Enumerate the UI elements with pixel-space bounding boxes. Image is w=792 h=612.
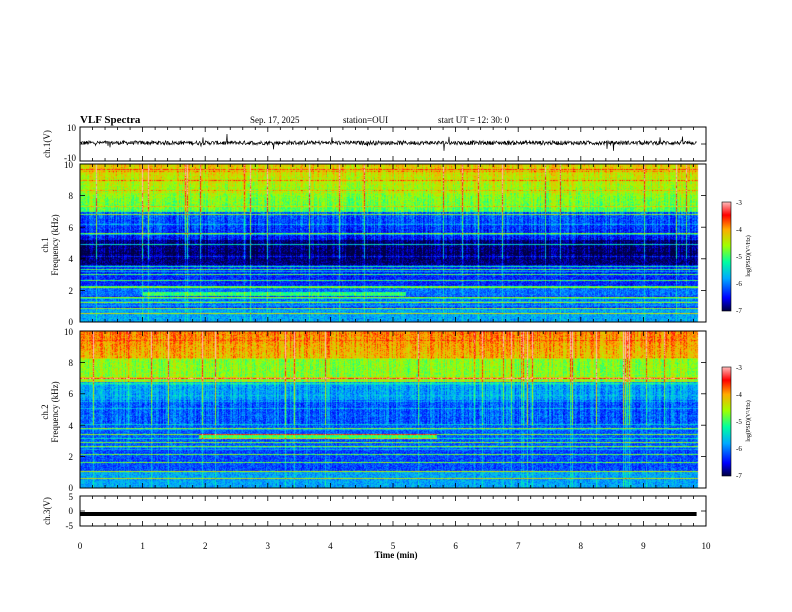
ch1-colorbar-label: log(PSD)(V²/Hz) <box>745 235 752 276</box>
ch2-cb-tick-m5: -5 <box>736 418 742 426</box>
ch1-cb-tick-m4: -4 <box>736 226 742 234</box>
ch1-ylabel-frequency: Frequency (kHz) <box>50 214 60 275</box>
x-tick-9: 9 <box>641 541 646 551</box>
ch1-ytick-0: 0 <box>69 317 74 327</box>
ch2-ytick-8: 8 <box>69 358 74 368</box>
ch2-ylabel-channel: ch.2 <box>40 404 50 419</box>
ch1-waveform-panel: 10 -10 ch.1(V) <box>42 123 707 163</box>
x-tick-4: 4 <box>328 541 333 551</box>
ch2-ylabel-frequency: Frequency (kHz) <box>50 381 60 442</box>
ch2-cb-tick-m4: -4 <box>736 391 742 399</box>
ch1-ytick-10: 10 <box>64 160 74 170</box>
ch2-ytick-2: 2 <box>69 452 74 462</box>
ch2-ytick-0: 0 <box>69 483 74 493</box>
ch1-ytick-top: 10 <box>67 123 77 133</box>
ch3-waveform-panel: 5 0 -5 ch.3(V) <box>42 492 707 531</box>
ch3-ytick-top: 5 <box>69 492 74 502</box>
ch2-cb-tick-m3: -3 <box>736 364 742 372</box>
x-tick-7: 7 <box>516 541 521 551</box>
ch2-cb-tick-m6: -6 <box>736 445 742 453</box>
ch3-waveform-ylabel: ch.3(V) <box>42 497 52 525</box>
ch2-ytick-6: 6 <box>69 389 74 399</box>
x-tick-8: 8 <box>579 541 584 551</box>
figure-title: VLF Spectra <box>80 114 141 126</box>
ch1-spectrogram-image <box>80 164 706 322</box>
ch1-spectrogram-ticks <box>79 163 707 323</box>
x-tick-6: 6 <box>453 541 458 551</box>
x-axis: 0 1 2 3 4 5 6 7 8 9 10 Time (min) <box>78 541 711 560</box>
ch2-spectrogram-panel: 0 2 4 6 8 10 ch.2 Frequency (kHz) <box>40 327 707 493</box>
ch1-cb-tick-m3: -3 <box>736 199 742 207</box>
ch2-colorbar-label: log(PSD)(V²/Hz) <box>745 400 752 441</box>
ch1-ytick-6: 6 <box>69 223 74 233</box>
ch1-ytick-2: 2 <box>69 286 74 296</box>
x-tick-0: 0 <box>78 541 83 551</box>
x-tick-3: 3 <box>266 541 271 551</box>
ch1-colorbar: -3 -4 -5 -6 -7 log(PSD)(V²/Hz) <box>721 199 752 315</box>
x-axis-label: Time (min) <box>374 550 417 560</box>
ch1-waveform-ylabel: ch.1(V) <box>42 130 52 158</box>
x-tick-1: 1 <box>140 541 145 551</box>
ch1-colorbar-strip <box>721 201 732 312</box>
ch1-ytick-8: 8 <box>69 191 74 201</box>
ch1-spectrogram-panel: 0 2 4 6 8 10 ch.1 Frequency (kHz) <box>40 160 707 327</box>
ch2-ytick-10: 10 <box>64 327 74 337</box>
date-label: Sep. 17, 2025 <box>250 115 300 125</box>
ch2-colorbar-strip <box>721 366 732 477</box>
station-label: station=OUI <box>343 115 388 125</box>
ch1-ytick-bottom: -10 <box>64 153 76 163</box>
ch3-waveform-trace <box>80 512 697 516</box>
ch2-ytick-4: 4 <box>69 421 74 431</box>
x-tick-2: 2 <box>203 541 208 551</box>
ch2-spectrogram-image <box>80 331 706 488</box>
ch1-waveform-trace <box>79 134 697 151</box>
ch2-spectrogram-ticks <box>79 330 707 489</box>
ch1-waveform-ticks <box>79 126 707 162</box>
ch1-cb-tick-m5: -5 <box>736 253 742 261</box>
ch3-waveform-ticks <box>79 495 707 527</box>
ch1-ylabel-channel: ch.1 <box>40 237 50 252</box>
ch1-cb-tick-m6: -6 <box>736 280 742 288</box>
ch1-ytick-4: 4 <box>69 254 74 264</box>
ch3-ytick-bottom: -5 <box>66 521 74 531</box>
ch1-cb-tick-m7: -7 <box>736 307 742 315</box>
x-tick-10: 10 <box>702 541 712 551</box>
start-time-label: start UT = 12: 30: 0 <box>438 115 510 125</box>
ch3-ytick-mid: 0 <box>69 506 74 516</box>
ch2-colorbar: -3 -4 -5 -6 -7 log(PSD)(V²/Hz) <box>721 364 752 480</box>
ch2-cb-tick-m7: -7 <box>736 472 742 480</box>
x-tick-5: 5 <box>391 541 396 551</box>
